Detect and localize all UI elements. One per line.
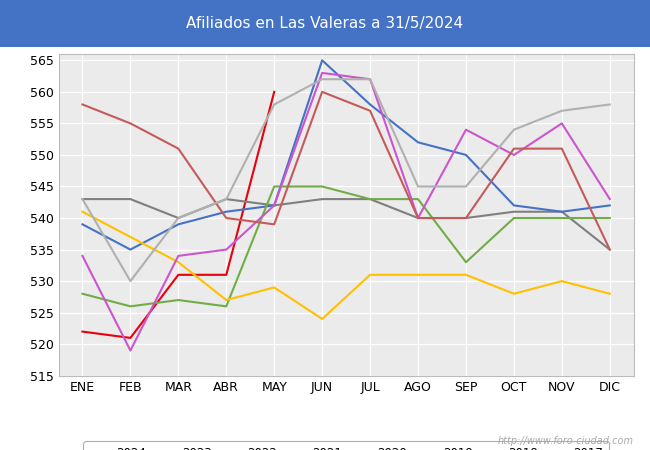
Legend: 2024, 2023, 2022, 2021, 2020, 2019, 2018, 2017: 2024, 2023, 2022, 2021, 2020, 2019, 2018…: [83, 441, 609, 450]
Text: Afiliados en Las Valeras a 31/5/2024: Afiliados en Las Valeras a 31/5/2024: [187, 16, 463, 31]
Text: http://www.foro-ciudad.com: http://www.foro-ciudad.com: [498, 436, 634, 446]
